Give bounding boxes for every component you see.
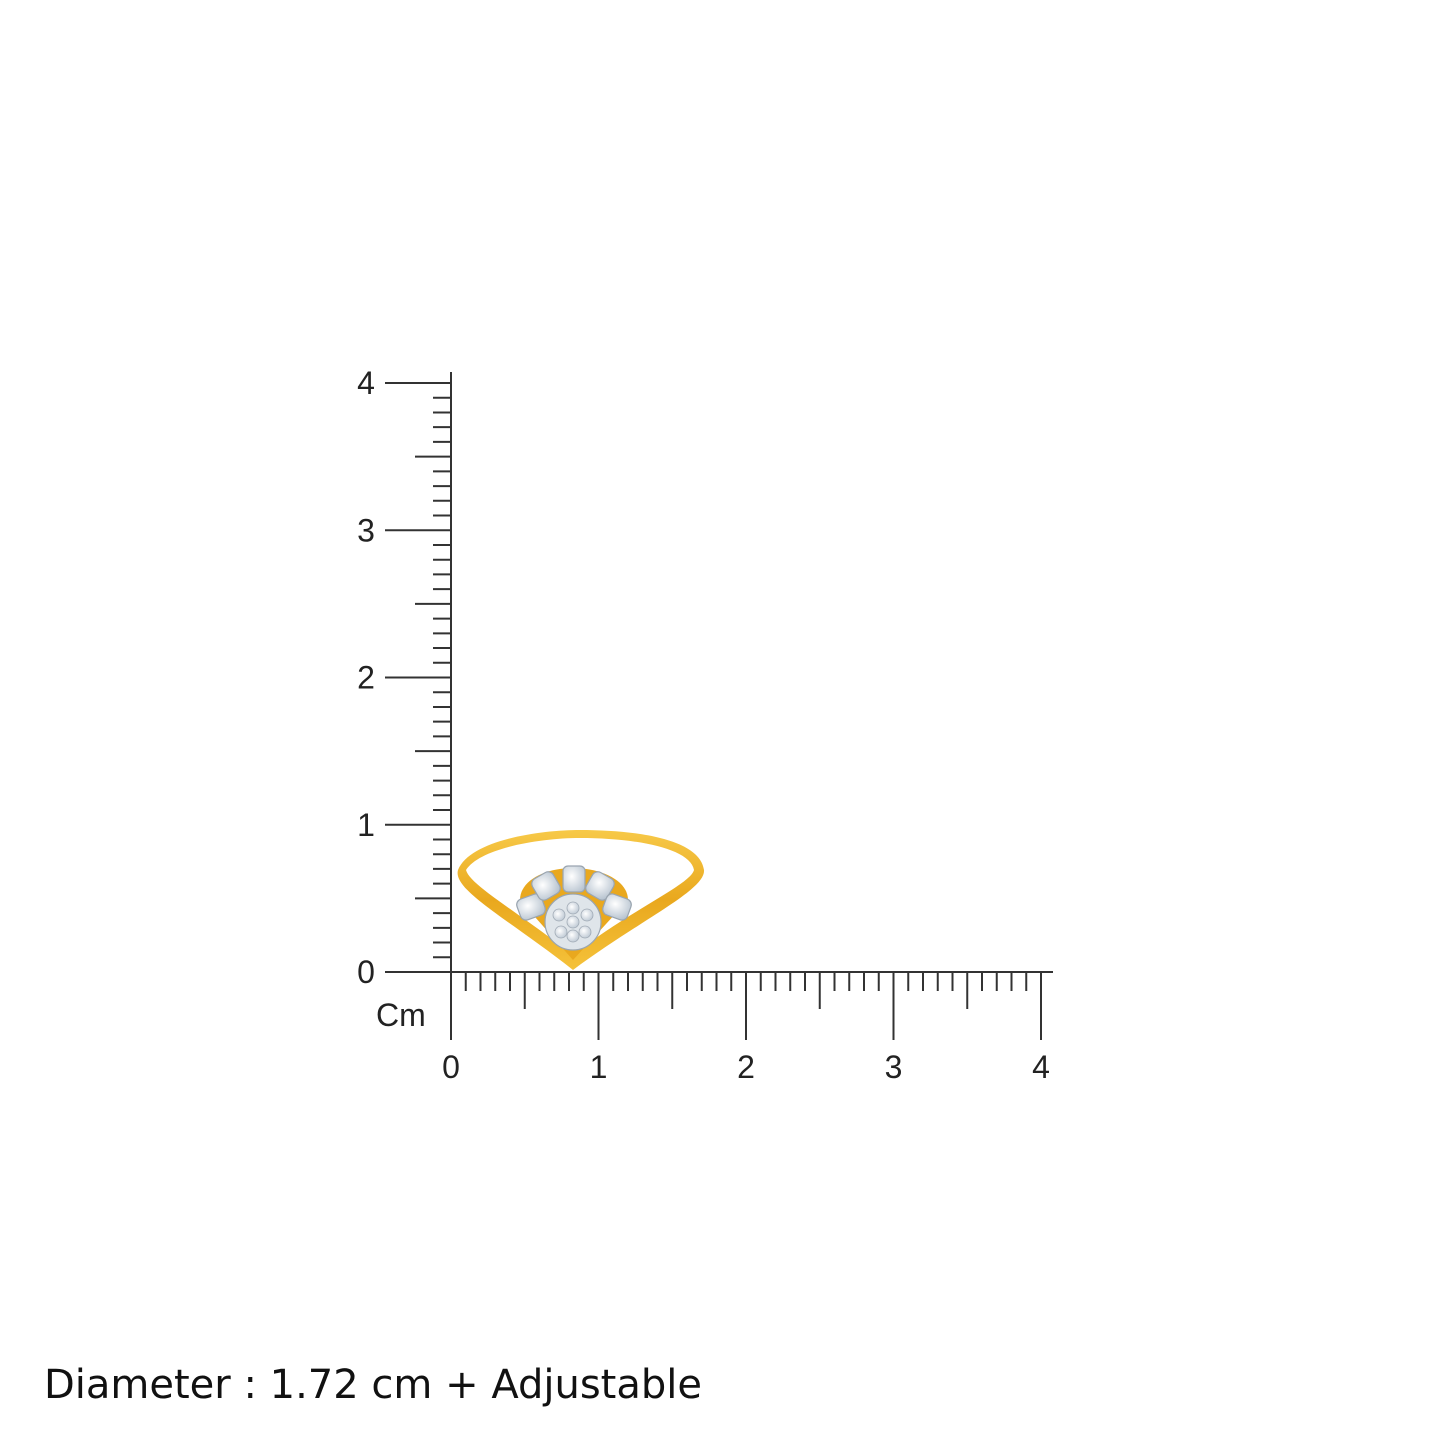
y-tick-label: 1 (357, 807, 375, 843)
x-tick-label: 0 (442, 1049, 460, 1085)
y-tick-label: 0 (357, 954, 375, 990)
x-tick-label: 4 (1032, 1049, 1050, 1085)
ring-image (457, 830, 705, 970)
y-tick-label: 3 (357, 512, 375, 548)
y-tick-label: 2 (357, 660, 375, 696)
x-tick-label: 3 (885, 1049, 903, 1085)
diameter-caption: Diameter : 1.72 cm + Adjustable (44, 1362, 702, 1408)
y-tick-label: 4 (357, 365, 375, 401)
ruler-ticks (385, 382, 1042, 1040)
unit-label: Cm (376, 997, 426, 1033)
x-tick-label: 1 (590, 1049, 608, 1085)
x-tick-label: 2 (737, 1049, 755, 1085)
